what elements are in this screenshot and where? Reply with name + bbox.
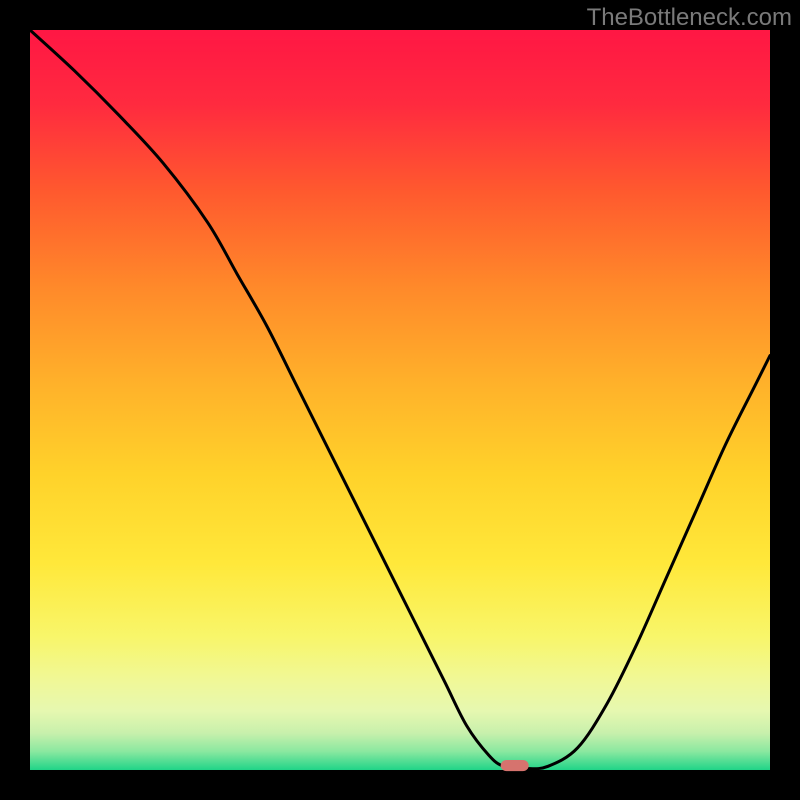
chart-container: TheBottleneck.com	[0, 0, 800, 800]
plot-background	[30, 30, 770, 770]
bottleneck-curve-chart	[0, 0, 800, 800]
optimal-marker	[501, 760, 529, 771]
watermark-text: TheBottleneck.com	[587, 4, 792, 32]
